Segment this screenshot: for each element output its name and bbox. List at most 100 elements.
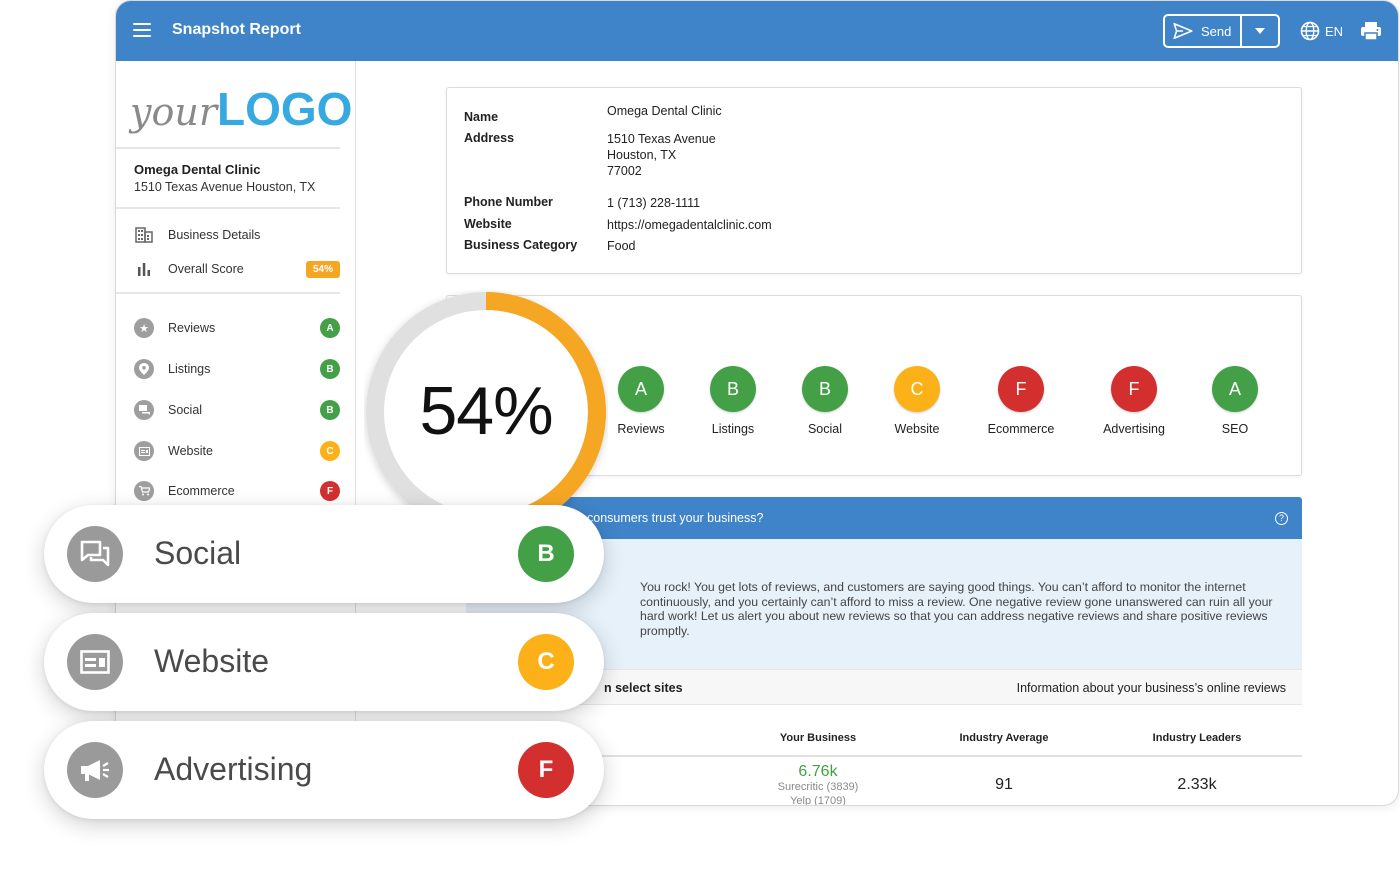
sidebar-item-label: Overall Score: [168, 262, 244, 276]
address-line1: 1510 Texas Avenue: [607, 132, 716, 146]
company-logo: yourLOGO: [130, 83, 353, 135]
globe-icon: [1300, 21, 1320, 41]
sidebar-item-overall-score[interactable]: Overall Score 54%: [134, 257, 340, 281]
sidebar-item-label: Business Details: [168, 228, 261, 242]
grade-label: Listings: [711, 422, 755, 436]
grade-circle: B: [710, 366, 756, 412]
grade-item-website[interactable]: C Website: [867, 366, 967, 436]
name-label: Name: [464, 110, 499, 124]
grade-circle: F: [998, 366, 1044, 412]
grade-item-listings[interactable]: B Listings: [683, 366, 783, 436]
building-icon: [134, 225, 154, 245]
print-icon[interactable]: [1360, 21, 1382, 41]
phone-label: Phone Number: [464, 195, 553, 209]
grades-card: A Reviews B Listings B Social C Website …: [446, 295, 1302, 476]
grade-item-social[interactable]: B Social: [775, 366, 875, 436]
grade-label: Advertising: [1103, 422, 1165, 436]
pill-label: Website: [154, 643, 270, 679]
browser-icon: [67, 634, 123, 690]
send-button[interactable]: Send: [1165, 16, 1242, 46]
score-badge: 54%: [305, 260, 340, 278]
grade-label: Reviews: [617, 422, 665, 436]
grade-badge: F: [320, 481, 340, 501]
column-header-industry-leaders: Industry Leaders: [1152, 732, 1242, 744]
column-header-industry-average: Industry Average: [959, 732, 1049, 744]
star-icon: ★: [134, 318, 154, 338]
sidebar-item-reviews[interactable]: ★ Reviews A: [134, 316, 340, 340]
reviews-message: You rock! You get lots of reviews, and c…: [640, 580, 1273, 638]
language-label: EN: [1325, 23, 1344, 39]
grade-label: Website: [894, 422, 940, 436]
chat-icon: [67, 526, 123, 582]
app-title: Snapshot Report: [172, 21, 301, 38]
app-window: Snapshot Report Send EN yourLOGO Omega D…: [115, 0, 1399, 806]
pill-grade: F: [518, 742, 574, 798]
address-line3: 77002: [607, 164, 642, 178]
sidebar-item-ecommerce[interactable]: Ecommerce F: [134, 479, 340, 503]
your-business-source: Yelp (1709): [790, 795, 846, 806]
reviews-table-title: n select sites: [604, 681, 683, 695]
grade-circle: F: [1111, 366, 1157, 412]
cart-icon: [134, 481, 154, 501]
caret-down-icon: [1255, 28, 1265, 34]
location-pin-icon: [134, 359, 154, 379]
send-button-group: Send: [1163, 14, 1280, 48]
grade-badge: C: [320, 441, 340, 461]
pill-grade: C: [518, 634, 574, 690]
grade-item-ecommerce[interactable]: F Ecommerce: [971, 366, 1071, 436]
pill-website[interactable]: Website C: [44, 613, 604, 711]
grade-circle: A: [618, 366, 664, 412]
grade-item-reviews[interactable]: A Reviews: [591, 366, 691, 436]
bar-chart-icon: [134, 259, 154, 279]
sidebar-item-website[interactable]: Website C: [134, 439, 340, 463]
chat-icon: [134, 400, 154, 420]
pill-grade: B: [518, 526, 574, 582]
reviews-message-panel: You rock! You get lots of reviews, and c…: [466, 539, 1302, 669]
divider: [116, 207, 340, 209]
address-line2: Houston, TX: [607, 148, 677, 162]
top-bar: Snapshot Report Send EN: [116, 1, 1398, 61]
website-label: Website: [464, 217, 512, 231]
name-value: Omega Dental Clinic: [607, 104, 722, 118]
language-selector[interactable]: EN: [1300, 21, 1343, 41]
sidebar-item-label: Website: [168, 444, 213, 458]
sidebar-item-label: Listings: [168, 362, 211, 376]
business-details-card: Name Omega Dental Clinic Address 1510 Te…: [446, 87, 1302, 274]
pill-label: Social: [154, 535, 242, 571]
send-dropdown-button[interactable]: [1242, 16, 1278, 46]
help-icon[interactable]: ?: [1275, 512, 1288, 525]
your-business-source: Surecritic (3839): [777, 781, 859, 793]
industry-average-value: 91: [995, 776, 1013, 793]
sidebar-item-listings[interactable]: Listings B: [134, 357, 340, 381]
grade-label: SEO: [1221, 422, 1249, 436]
industry-leaders-value: 2.33k: [1177, 776, 1217, 793]
business-name: Omega Dental Clinic: [134, 162, 261, 177]
pill-advertising[interactable]: Advertising F: [44, 721, 604, 819]
divider: [116, 292, 340, 294]
send-icon: [1173, 23, 1193, 39]
grade-circle: A: [1212, 366, 1258, 412]
phone-value: 1 (713) 228-1111: [607, 196, 701, 210]
pill-social[interactable]: Social B: [44, 505, 604, 603]
sidebar-item-business-details[interactable]: Business Details: [134, 223, 340, 247]
website-value[interactable]: https://omegadentalclinic.com: [607, 218, 772, 232]
send-label: Send: [1201, 23, 1232, 39]
grade-item-seo[interactable]: A SEO: [1185, 366, 1285, 436]
category-value: Food: [607, 239, 636, 253]
category-label: Business Category: [464, 238, 578, 252]
pill-label: Advertising: [154, 751, 313, 787]
grade-item-advertising[interactable]: F Advertising: [1084, 366, 1184, 436]
grade-circle: B: [802, 366, 848, 412]
address-label: Address: [464, 131, 515, 145]
reviews-card: consumers trust your business? ? You roc…: [446, 497, 1302, 806]
grade-label: Social: [807, 422, 843, 436]
score-percent: 54%: [419, 373, 553, 449]
sidebar-item-label: Social: [168, 403, 203, 417]
megaphone-icon: [67, 742, 123, 798]
business-address: 1510 Texas Avenue Houston, TX: [134, 180, 316, 194]
grade-badge: B: [320, 400, 340, 420]
hamburger-menu-icon[interactable]: [133, 23, 151, 37]
column-header-your-business: Your Business: [779, 732, 857, 744]
sidebar-item-social[interactable]: Social B: [134, 398, 340, 422]
grade-badge: A: [320, 318, 340, 338]
